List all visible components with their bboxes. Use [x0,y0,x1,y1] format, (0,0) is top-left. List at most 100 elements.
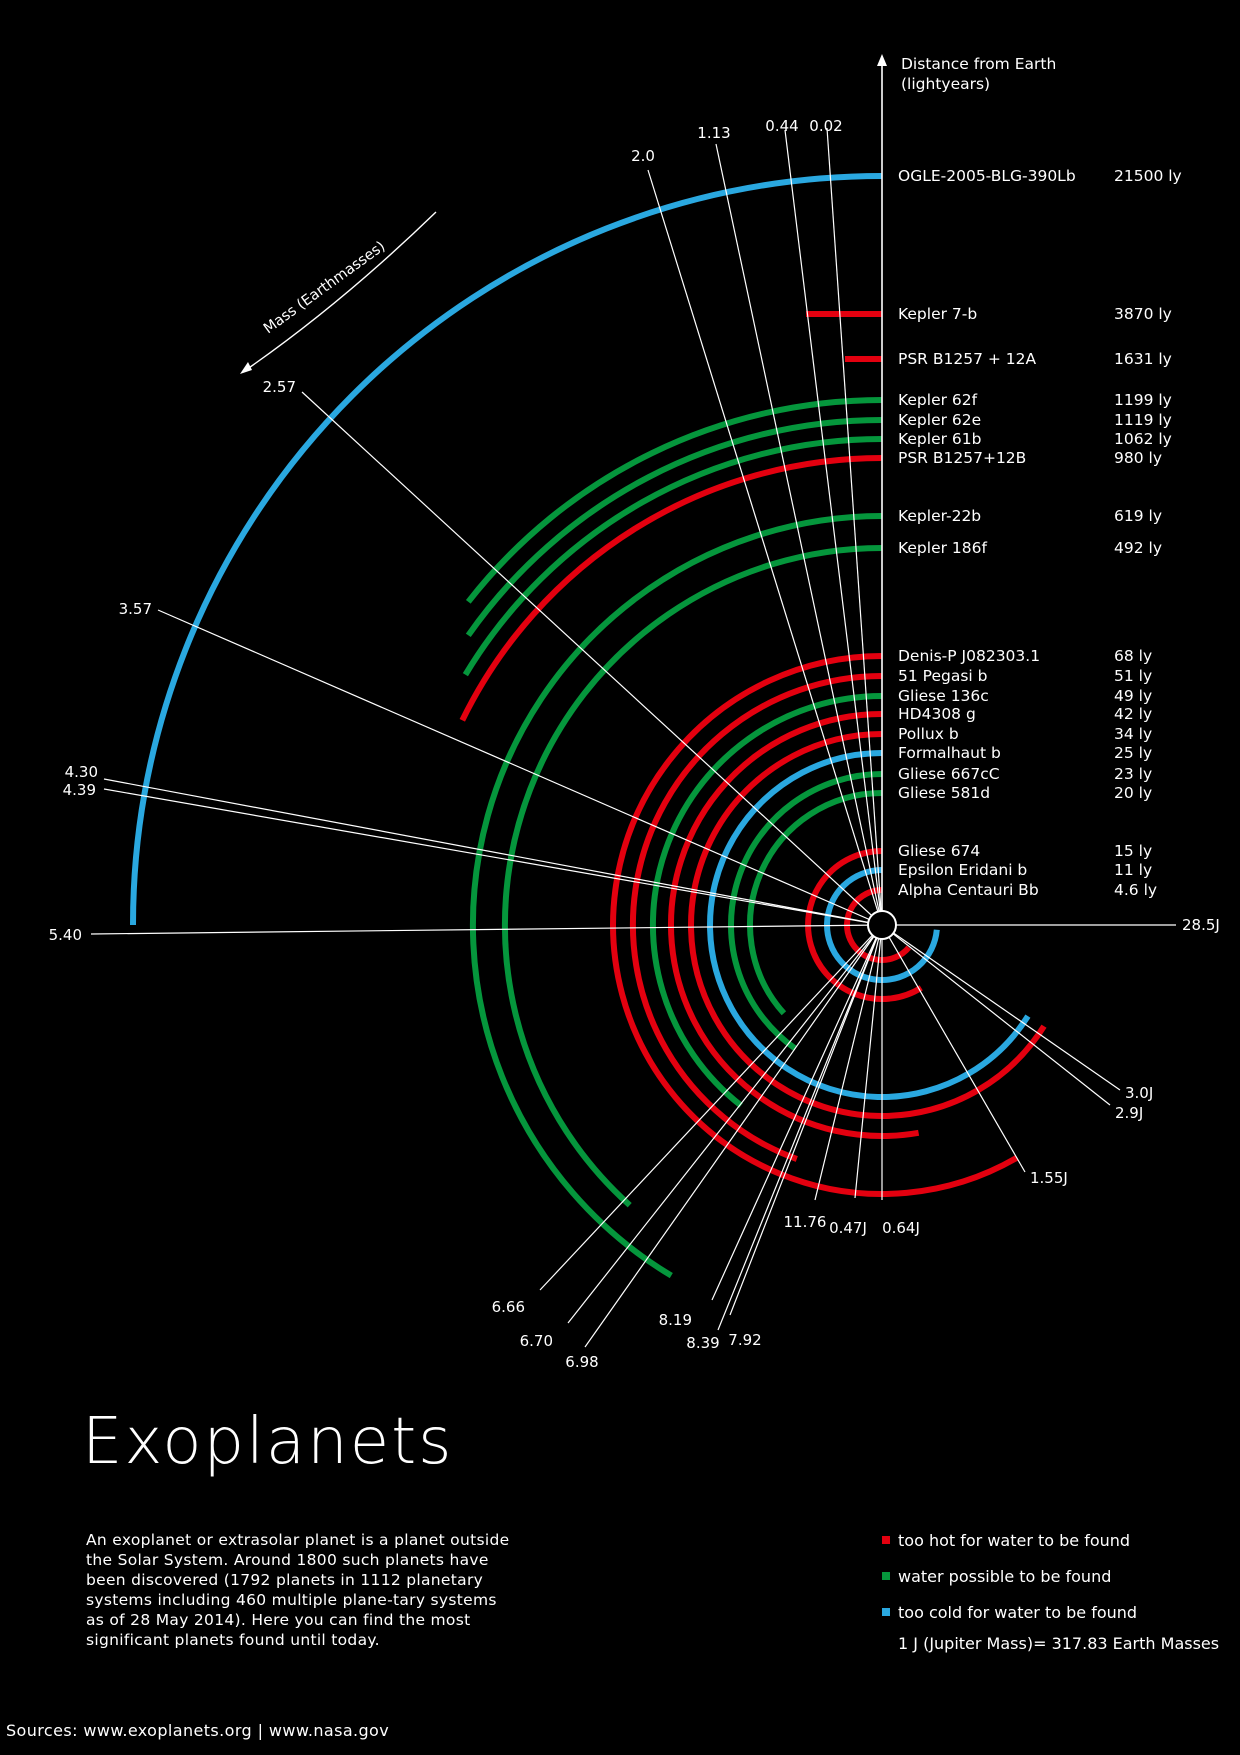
mass-ray-2-57 [301,391,883,926]
planet-distance-ogle-2005-blg-390lb: 21500 ly [1114,167,1182,185]
planet-arc-kepler-62e [465,417,883,638]
legend-label-cold: too cold for water to be found [898,1602,1138,1622]
planet-distance-kepler-61b: 1062 ly [1114,430,1172,448]
planet-name-formalhaut-b: Formalhaut b [898,744,1001,762]
jupiter-mass-note: 1 J (Jupiter Mass)= 317.83 Earth Masses [898,1634,1220,1653]
planet-arc-gliese-581d [747,790,883,1016]
mass-ray-11-76 [814,924,883,1201]
planet-labels-layer: OGLE-2005-BLG-390Lb 21500 ly Kepler 7-b 387… [898,167,1182,899]
legend-item-hot: too hot for water to be found [882,1530,1232,1550]
mass-ray-3-0j [881,924,1121,1091]
planet-name-kepler-186f: Kepler 186f [898,539,987,557]
planet-name-psr-b1257-12a: PSR B1257 + 12A [898,350,1037,368]
mass-tick-label-3-57: 3.57 [119,600,152,618]
planet-distance-gliese-581d: 20 ly [1114,784,1152,802]
planet-name-gliese-674: Gliese 674 [898,842,980,860]
mass-tick-label-0-64j: 0.64J [882,1219,920,1237]
mass-ray-0-47j [854,924,883,1199]
mass-ray-6-98 [584,924,883,1348]
mass-ray-6-66 [539,924,883,1291]
mass-tick-label-1-13: 1.13 [697,124,730,142]
planet-arc-formalhaut-b [707,750,1031,1100]
legend-swatch-hot [882,1536,890,1544]
planet-distance-51-pegasi-b: 51 ly [1114,667,1152,685]
legend-item-cold: too cold for water to be found [882,1602,1232,1622]
planet-name-psr-b1257-12b: PSR B1257+12B [898,449,1026,467]
mass-tick-label-2-9j: 2.9J [1115,1104,1143,1122]
mass-tick-label-4-39: 4.39 [63,781,96,799]
distance-axis-title-line-1: Distance from Earth [901,55,1056,73]
planet-arcs-layer [130,173,1047,1279]
mass-tick-label-6-70: 6.70 [520,1332,553,1350]
mass-tick-label-2-0: 2.0 [631,147,655,165]
planet-arc-ogle-2005-blg-390lb [130,173,883,926]
mass-tick-label-8-39: 8.39 [686,1334,719,1352]
legend-label-hot: too hot for water to be found [898,1530,1131,1550]
mass-axis-curve [242,211,437,373]
planet-arc-gliese-136c [649,693,883,1108]
planet-name-kepler-62e: Kepler 62e [898,411,981,429]
mass-rays-layer: 0.02 0.44 1.13 2.0 2.57 3.57 4.304.39 5.40 6.66 6… [49,117,1220,1371]
mass-ray-8-39 [717,924,883,1331]
exoplanet-radial-chart: 0.02 0.44 1.13 2.0 2.57 3.57 4.304.39 5.40 6.66 6… [49,54,1220,1371]
planet-distance-pollux-b: 34 ly [1114,725,1152,743]
planet-distance-gliese-674: 15 ly [1114,842,1152,860]
mass-tick-label-8-19: 8.19 [659,1311,692,1329]
planet-distance-gliese-136c: 49 ly [1114,687,1152,705]
mass-ray-5-40 [90,924,883,935]
planet-arc-epsilon-eridani-b [824,867,940,983]
planet-name-denis-p-j082303-1: Denis-P J082303.1 [898,647,1040,665]
planet-distance-kepler-186f: 492 ly [1114,539,1162,557]
planet-name-kepler-62f: Kepler 62f [898,391,978,409]
planet-arc-hd4308-g [668,711,920,1139]
page-title: Exoplanets [82,1405,454,1479]
mass-tick-label-5-40: 5.40 [49,926,82,944]
earth-center-marker [867,910,897,940]
planet-arc-kepler-186f [501,545,883,1208]
distance-axis: Distance from Earth (lightyears) [877,54,1056,925]
planet-distance-kepler-7-b: 3870 ly [1114,305,1172,323]
planet-name-epsilon-eridani-b: Epsilon Eridani b [898,861,1027,879]
mass-tick-label-0-02: 0.02 [809,117,842,135]
mass-tick-label-28-5j: 28.5J [1182,916,1220,934]
mass-tick-label-11-76: 11.76 [784,1213,827,1231]
mass-ray-7-92 [729,924,883,1316]
planet-arc-psr-b1257-12b [459,455,883,722]
mass-axis-label: Mass (Earthmasses) [261,239,388,338]
planet-name-pollux-b: Pollux b [898,725,959,743]
mass-ray-8-19 [711,924,883,1301]
mass-tick-label-4-30: 4.30 [65,763,98,781]
planet-name-kepler-61b: Kepler 61b [898,430,981,448]
planet-distance-denis-p-j082303-1: 68 ly [1114,647,1152,665]
mass-ray-2-9j [881,924,1111,1106]
legend: too hot for water to be found water poss… [882,1530,1232,1653]
mass-tick-label-6-98: 6.98 [565,1353,598,1371]
planet-distance-kepler-22b: 619 ly [1114,507,1162,525]
planet-distance-alpha-centauri-bb: 4.6 ly [1114,881,1157,899]
planet-distance-epsilon-eridani-b: 11 ly [1114,861,1152,879]
planet-distance-gliese-667cc: 23 ly [1114,765,1152,783]
planet-name-kepler-22b: Kepler-22b [898,507,981,525]
mass-ray-1-13 [715,143,883,926]
planet-name-hd4308-g: HD4308 g [898,705,976,723]
planet-arc-gliese-667cc [728,771,883,1052]
mass-tick-label-1-55j: 1.55J [1030,1169,1068,1187]
mass-tick-label-0-47j: 0.47J [829,1219,867,1237]
mass-ray-0-02 [826,127,883,926]
mass-tick-label-7-92: 7.92 [728,1331,761,1349]
distance-axis-title-line-2: (lightyears) [901,75,990,93]
mass-ray-4-30 [103,778,883,926]
planet-name-gliese-581d: Gliese 581d [898,784,990,802]
planet-distance-kepler-62f: 1199 ly [1114,391,1172,409]
distance-axis-arrow-icon [877,54,887,66]
planet-arc-alpha-centauri-bb [844,887,912,963]
planet-name-gliese-136c: Gliese 136c [898,687,989,705]
mass-ray-6-70 [567,924,883,1324]
description-text: An exoplanet or extrasolar planet is a p… [86,1531,510,1649]
planet-distance-psr-b1257-12a: 1631 ly [1114,350,1172,368]
planet-arc-kepler-22b [469,513,883,1279]
planet-name-alpha-centauri-bb: Alpha Centauri Bb [898,881,1039,899]
mass-tick-label-2-57: 2.57 [263,378,296,396]
legend-item-water: water possible to be found [882,1566,1232,1586]
sources-text: Sources: www.exoplanets.org | www.nasa.g… [6,1721,390,1740]
